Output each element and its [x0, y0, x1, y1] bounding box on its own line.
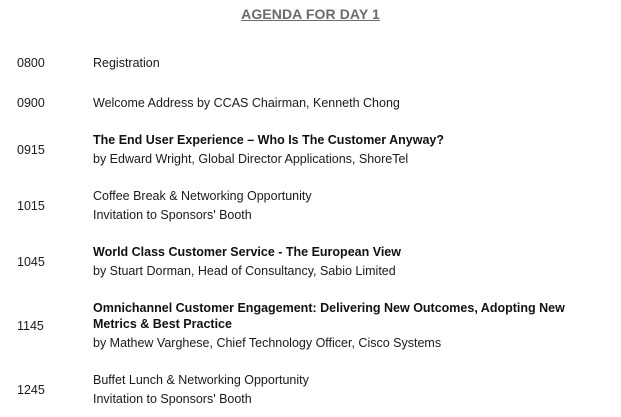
- agenda-item-note: Invitation to Sponsors' Booth: [93, 208, 252, 222]
- agenda-time: 0900: [17, 96, 45, 110]
- agenda-content: Buffet Lunch & Networking Opportunity In…: [93, 371, 608, 409]
- agenda-content: Welcome Address by CCAS Chairman, Kennet…: [93, 94, 608, 113]
- agenda-content: The End User Experience – Who Is The Cus…: [93, 131, 608, 169]
- agenda-time: 1245: [17, 383, 45, 397]
- agenda-content: World Class Customer Service - The Europ…: [93, 243, 608, 281]
- agenda-content: Omnichannel Customer Engagement: Deliver…: [93, 299, 608, 353]
- agenda-item-title: Registration: [93, 56, 160, 70]
- agenda-item-speaker: by Mathew Varghese, Chief Technology Off…: [93, 336, 442, 350]
- agenda-item-title: Welcome Address by CCAS Chairman, Kennet…: [93, 96, 400, 110]
- agenda-item-title: Buffet Lunch & Networking Opportunity: [93, 373, 309, 387]
- agenda-time: 1015: [17, 199, 45, 213]
- agenda-item-title: World Class Customer Service - The Europ…: [93, 245, 401, 259]
- agenda-item-speaker: by Edward Wright, Global Director Applic…: [93, 152, 409, 166]
- agenda-item-title: Omnichannel Customer Engagement: Deliver…: [93, 301, 565, 331]
- agenda-content: Coffee Break & Networking Opportunity In…: [93, 187, 608, 225]
- agenda-item-note: Invitation to Sponsors' Booth: [93, 392, 252, 406]
- agenda-time: 0800: [17, 56, 45, 70]
- agenda-content: Registration: [93, 54, 608, 73]
- agenda-title: AGENDA FOR DAY 1: [241, 6, 380, 22]
- agenda-time: 0915: [17, 143, 45, 157]
- agenda-item-title: The End User Experience – Who Is The Cus…: [93, 133, 445, 147]
- agenda-item-speaker: by Stuart Dorman, Head of Consultancy, S…: [93, 264, 396, 278]
- agenda-time: 1045: [17, 255, 45, 269]
- agenda-item-title: Coffee Break & Networking Opportunity: [93, 189, 312, 203]
- agenda-time: 1145: [17, 319, 44, 333]
